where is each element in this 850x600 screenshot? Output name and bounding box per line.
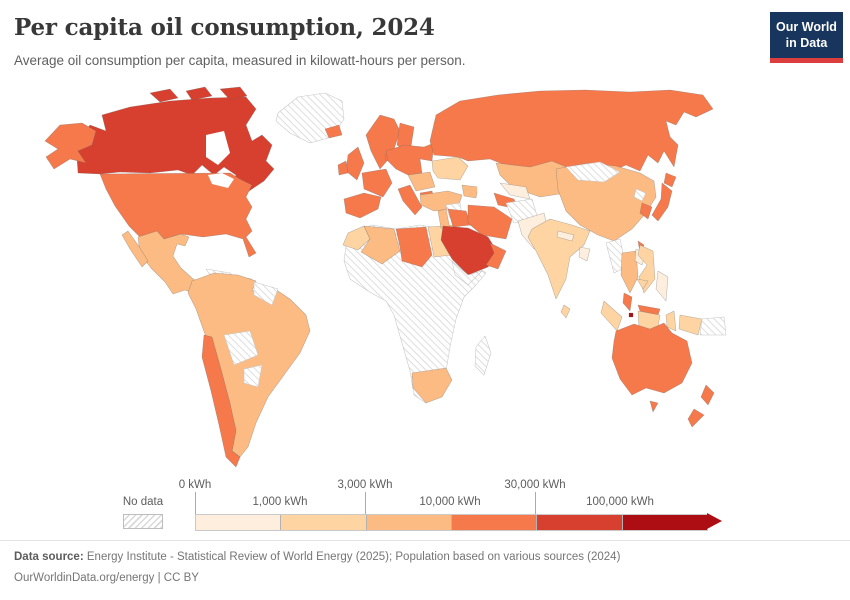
legend-swatch-3000-10000[interactable] bbox=[366, 515, 452, 530]
license-line: OurWorldinData.org/energy | CC BY bbox=[14, 568, 620, 589]
country-russia[interactable] bbox=[429, 89, 714, 174]
country-nepal[interactable] bbox=[556, 230, 575, 242]
country-morocco[interactable] bbox=[342, 225, 371, 251]
country-papua-new-guinea[interactable] bbox=[699, 316, 727, 336]
legend-no-data-label: No data bbox=[122, 496, 164, 508]
region-oman-uae[interactable] bbox=[485, 242, 507, 270]
country-canada-arctic-1[interactable] bbox=[149, 88, 179, 103]
country-saudi-arabia[interactable] bbox=[440, 225, 499, 276]
island-sumatra[interactable] bbox=[600, 300, 623, 332]
owid-logo-line1: Our World bbox=[776, 20, 837, 34]
world-map-svg bbox=[44, 86, 727, 468]
data-source-label: Data source: bbox=[14, 551, 84, 563]
country-paraguay[interactable] bbox=[243, 364, 263, 388]
owid-logo-line2: in Data bbox=[785, 36, 828, 51]
country-iran[interactable] bbox=[467, 204, 513, 240]
legend-tickline-3000 bbox=[365, 492, 366, 514]
country-mexico[interactable] bbox=[137, 230, 204, 295]
country-malaysia-peninsula[interactable] bbox=[622, 292, 633, 312]
country-new-zealand-north[interactable] bbox=[700, 384, 715, 406]
country-mexico-baja[interactable] bbox=[121, 230, 149, 268]
legend-tick-10000: 10,000 kWh bbox=[419, 496, 481, 508]
world-choropleth-map bbox=[0, 85, 850, 475]
country-india[interactable] bbox=[527, 218, 591, 300]
legend-tick-30000: 30,000 kWh bbox=[504, 479, 566, 491]
data-source-line: Data source: Energy Institute - Statisti… bbox=[14, 547, 620, 568]
country-japan-hokkaido[interactable] bbox=[663, 172, 677, 188]
region-guyanas[interactable] bbox=[253, 281, 279, 306]
country-iraq[interactable] bbox=[447, 208, 472, 228]
page-title: Per capita oil consumption, 2024 bbox=[14, 14, 435, 41]
legend-swatch-1000-3000[interactable] bbox=[281, 515, 367, 530]
region-caucasus[interactable] bbox=[461, 184, 479, 199]
island-tasmania[interactable] bbox=[649, 400, 659, 413]
country-sri-lanka[interactable] bbox=[560, 304, 571, 319]
country-yemen[interactable] bbox=[451, 260, 483, 286]
region-southeast-europe[interactable] bbox=[407, 171, 436, 192]
country-new-zealand-south[interactable] bbox=[687, 408, 705, 428]
legend-tick-100000: 100,000 kWh bbox=[586, 496, 654, 508]
legend-tick-3000: 3,000 kWh bbox=[337, 479, 393, 491]
region-iberia[interactable] bbox=[343, 192, 382, 219]
chart-subtitle: Average oil consumption per capita, meas… bbox=[14, 53, 466, 68]
country-bangladesh[interactable] bbox=[578, 246, 591, 262]
country-libya[interactable] bbox=[395, 226, 433, 268]
country-singapore[interactable] bbox=[628, 312, 634, 318]
legend-swatch-10000-30000[interactable] bbox=[451, 515, 538, 530]
country-australia[interactable] bbox=[611, 322, 693, 396]
country-japan[interactable] bbox=[651, 182, 673, 222]
legend-swatch-0-1000[interactable] bbox=[196, 515, 282, 530]
caspian-sea bbox=[477, 177, 494, 211]
legend-swatch-100000-plus[interactable] bbox=[622, 515, 707, 530]
chart-footer: Data source: Energy Institute - Statisti… bbox=[14, 547, 620, 590]
country-usa-alaska[interactable] bbox=[44, 122, 97, 170]
legend-no-data-swatch[interactable] bbox=[123, 514, 163, 529]
country-south-korea[interactable] bbox=[639, 202, 653, 220]
island-madagascar[interactable] bbox=[474, 335, 492, 376]
country-italy[interactable] bbox=[397, 184, 423, 216]
country-vietnam[interactable] bbox=[637, 244, 656, 294]
data-source-text: Energy Institute - Statistical Review of… bbox=[86, 551, 621, 563]
country-cambodia[interactable] bbox=[636, 278, 649, 290]
great-lakes bbox=[208, 173, 234, 188]
country-usa[interactable] bbox=[99, 172, 257, 258]
country-south-africa[interactable] bbox=[411, 367, 453, 404]
legend-tick-1000: 1,000 kWh bbox=[252, 496, 308, 508]
country-canada-arctic-3[interactable] bbox=[219, 86, 248, 101]
owid-logo[interactable]: Our World in Data bbox=[770, 12, 843, 63]
hudson-bay bbox=[206, 131, 230, 165]
country-philippines[interactable] bbox=[655, 270, 669, 302]
footer-divider bbox=[0, 540, 850, 541]
region-central-europe[interactable] bbox=[385, 142, 435, 176]
legend-tickline-30000 bbox=[535, 492, 536, 514]
country-algeria[interactable] bbox=[360, 225, 401, 265]
legend-color-bar bbox=[195, 514, 708, 531]
country-canada-arctic-2[interactable] bbox=[185, 86, 213, 101]
country-ireland[interactable] bbox=[337, 160, 349, 176]
owid-energy-link[interactable]: OurWorldinData.org/energy | CC BY bbox=[14, 572, 199, 585]
country-north-korea[interactable] bbox=[633, 188, 647, 202]
country-france[interactable] bbox=[361, 168, 393, 198]
country-iceland[interactable] bbox=[324, 124, 343, 139]
country-thailand[interactable] bbox=[620, 250, 639, 294]
island-sulawesi[interactable] bbox=[665, 310, 677, 332]
country-uk[interactable] bbox=[345, 146, 365, 181]
country-mongolia[interactable] bbox=[565, 161, 621, 183]
country-china[interactable] bbox=[555, 162, 657, 242]
legend-swatch-30000-100000[interactable] bbox=[537, 515, 623, 530]
legend-arrow-icon bbox=[707, 513, 722, 529]
legend-tick-0: 0 kWh bbox=[178, 479, 212, 491]
map-legend: No data 0 kWh 1,000 kWh 3,000 kWh 10,000… bbox=[0, 476, 850, 534]
island-west-papua[interactable] bbox=[678, 314, 703, 336]
country-chile[interactable] bbox=[201, 334, 241, 468]
country-bolivia[interactable] bbox=[223, 330, 259, 366]
legend-tickline-0 bbox=[195, 492, 196, 514]
country-uzbekistan[interactable] bbox=[499, 182, 531, 200]
country-ukraine[interactable] bbox=[431, 156, 469, 181]
